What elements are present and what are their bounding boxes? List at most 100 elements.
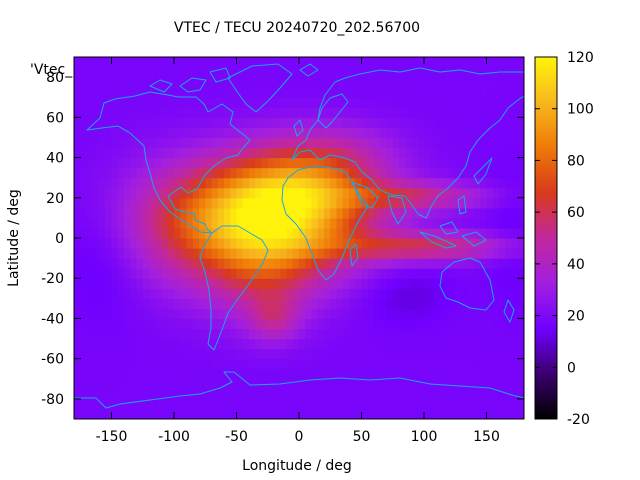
heat-cell xyxy=(111,258,119,269)
heat-cell xyxy=(517,207,524,219)
heat-cell xyxy=(211,338,219,350)
heat-cell xyxy=(211,398,219,410)
heat-cell xyxy=(111,328,119,340)
heat-cell xyxy=(186,288,194,299)
heat-cell xyxy=(392,97,400,108)
heat-cell xyxy=(274,338,281,350)
heat-cell xyxy=(249,107,256,118)
heat-cell xyxy=(386,338,394,350)
heat-cell xyxy=(386,378,394,390)
heat-cell xyxy=(292,77,300,88)
heat-cell xyxy=(186,268,194,279)
heat-cell xyxy=(149,207,156,219)
heat-cell xyxy=(311,318,319,330)
heat-cell xyxy=(211,107,219,118)
heat-cell xyxy=(86,248,94,259)
heat-cell xyxy=(430,137,438,149)
heat-cell xyxy=(336,167,344,179)
heat-cell xyxy=(111,157,119,169)
heat-cell xyxy=(349,97,356,108)
heat-cell xyxy=(167,147,175,159)
heat-cell xyxy=(205,107,213,118)
heat-cell xyxy=(274,147,281,159)
heat-cell xyxy=(342,248,350,259)
heat-cell xyxy=(130,167,138,179)
heat-cell xyxy=(230,137,238,149)
heat-cell xyxy=(161,127,169,139)
heat-cell xyxy=(205,408,213,419)
heat-cell xyxy=(355,97,363,108)
heat-cell xyxy=(92,137,100,149)
heat-cell xyxy=(242,258,250,269)
heat-cell xyxy=(499,127,506,139)
heat-cell xyxy=(305,368,313,380)
heat-cell xyxy=(392,278,400,289)
heat-cell xyxy=(467,358,475,370)
heat-cell xyxy=(399,77,406,88)
heat-cell xyxy=(486,238,494,249)
heat-cell xyxy=(86,137,94,149)
heat-cell xyxy=(155,408,163,419)
heat-cell xyxy=(511,308,519,320)
y-tick-label: 20 xyxy=(46,191,64,207)
heat-cell xyxy=(130,157,138,169)
heat-cell xyxy=(242,197,250,209)
heat-cell xyxy=(80,177,88,189)
heat-cell xyxy=(430,258,438,269)
heat-cell xyxy=(361,127,369,139)
heat-cell xyxy=(361,117,369,128)
heat-cell xyxy=(355,127,363,139)
heat-cell xyxy=(117,207,125,219)
heat-cell xyxy=(211,127,219,139)
heat-cell xyxy=(330,338,338,350)
heat-cell xyxy=(174,368,181,380)
heat-cell xyxy=(324,217,331,229)
heat-cell xyxy=(199,348,206,360)
heat-cell xyxy=(149,227,156,239)
heat-cell xyxy=(192,87,200,98)
heat-cell xyxy=(405,288,413,299)
heat-cell xyxy=(117,258,125,269)
heat-cell xyxy=(324,207,331,219)
heat-cell xyxy=(217,57,225,68)
heat-cell xyxy=(299,278,306,289)
heat-cell xyxy=(286,107,294,118)
heat-cell xyxy=(149,97,156,108)
heat-cell xyxy=(136,358,144,370)
heat-cell xyxy=(167,338,175,350)
heat-cell xyxy=(167,137,175,149)
heat-cell xyxy=(217,87,225,98)
heat-cell xyxy=(267,388,275,400)
heat-cell xyxy=(192,258,200,269)
heat-cell xyxy=(361,298,369,309)
heat-cell xyxy=(111,298,119,309)
heat-cell xyxy=(80,217,88,229)
heat-cell xyxy=(211,408,219,419)
heat-cell xyxy=(399,137,406,149)
heat-cell xyxy=(105,57,113,68)
heat-cell xyxy=(267,207,275,219)
heat-cell xyxy=(92,107,100,118)
heat-cell xyxy=(286,258,294,269)
heat-cell xyxy=(430,248,438,259)
heat-cell xyxy=(217,147,225,159)
heat-cell xyxy=(242,248,250,259)
heat-cell xyxy=(149,217,156,229)
heat-cell xyxy=(392,207,400,219)
heat-cell xyxy=(205,288,213,299)
heat-cell xyxy=(392,197,400,209)
heat-cell xyxy=(399,398,406,410)
heat-cell xyxy=(299,358,306,370)
heat-cell xyxy=(199,167,206,179)
heat-cell xyxy=(167,187,175,199)
heat-cell xyxy=(336,348,344,360)
heat-cell xyxy=(311,358,319,370)
heat-cell xyxy=(261,57,269,68)
heat-cell xyxy=(330,97,338,108)
heat-cell xyxy=(180,378,188,390)
heat-cell xyxy=(111,388,119,400)
heat-cell xyxy=(361,57,369,68)
heat-cell xyxy=(361,408,369,419)
heat-cell xyxy=(455,388,463,400)
heat-cell xyxy=(292,398,300,410)
